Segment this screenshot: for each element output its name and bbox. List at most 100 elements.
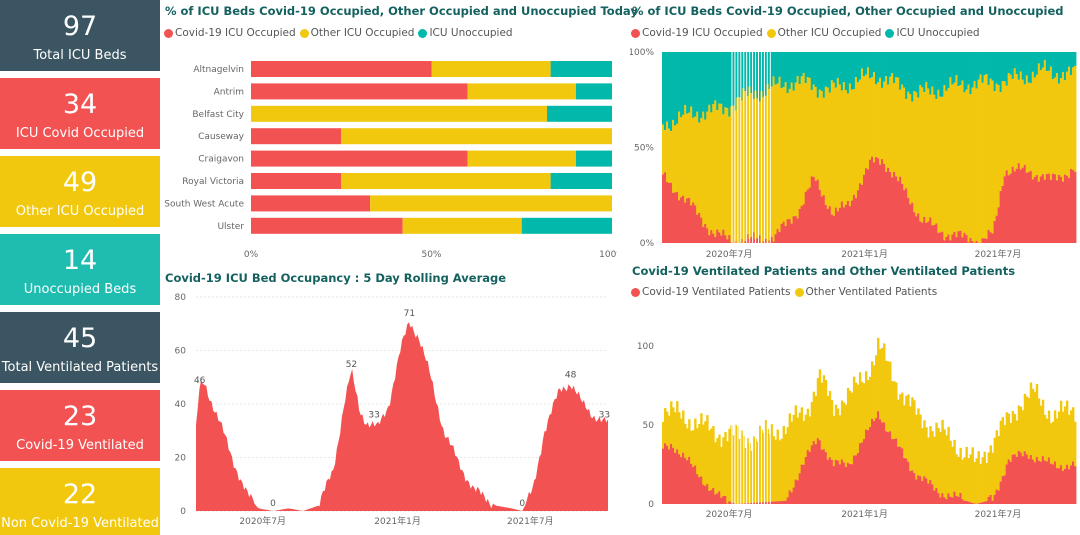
area-slice [929,217,932,243]
area-slice [676,123,679,192]
area-slice [752,436,755,503]
area-slice [838,84,842,208]
area-slice [1041,456,1045,504]
area-slice [684,104,687,203]
area-slice [740,238,743,243]
area-slice [1061,411,1065,471]
chart-rolling-average[interactable]: Covid-19 ICU Bed Occupancy : 5 Day Rolli… [162,268,617,535]
area-slice [971,502,974,504]
area-slice [869,52,872,79]
area-slice [776,52,779,84]
area-slice [782,52,785,88]
chart-hospitals-today[interactable]: % of ICU Beds Covid-19 Occupied, Other O… [162,0,638,265]
area-slice [1003,52,1007,82]
area-slice [828,92,832,207]
kpi-other-icu-occupied[interactable]: 49 Other ICU Occupied [0,156,160,227]
area-slice [991,500,995,504]
area-slice [885,76,888,172]
area-slice [1033,176,1037,243]
area-slice [1063,468,1067,504]
area-slice [895,77,898,177]
area-slice [953,52,956,83]
area-slice [1063,406,1067,469]
kpi-unoccupied-beds[interactable]: 14 Unoccupied Beds [0,234,160,305]
kpi-covid-ventilated[interactable]: 23 Covid-19 Ventilated [0,390,160,461]
area-slice [999,420,1003,482]
bar-segment [251,150,468,167]
area-slice [724,431,727,497]
area-slice [1051,464,1055,504]
kpi-value: 23 [62,401,98,432]
area-slice [1053,410,1057,462]
area-slice [1059,52,1063,79]
area-slice [929,52,932,95]
legend-item[interactable]: Covid-19 ICU Occupied [164,27,296,39]
area-slice [804,52,808,84]
kpi-icu-covid-occupied[interactable]: 34 ICU Covid Occupied [0,78,160,149]
area-slice [975,240,978,243]
area-slice [816,438,820,504]
area-slice [875,418,878,504]
area-slice [881,87,884,160]
area-slice [700,413,703,477]
area-slice [869,159,872,243]
area-slice [808,187,812,243]
legend-item[interactable]: Covid-19 ICU Occupied [631,27,763,39]
area-slice [907,461,910,504]
area-slice [684,457,687,504]
area-slice [718,103,721,233]
area-slice [903,458,906,504]
area-slice [704,52,707,120]
kpi-total-ventilated[interactable]: 45 Total Ventilated Patients [0,312,160,383]
area-slice [985,238,988,243]
area-slice [1023,164,1027,243]
legend-item[interactable]: ICU Unoccupied [418,27,513,39]
chart-ventilated[interactable]: Covid-19 Ventilated Patients and Other V… [630,260,1080,535]
area-slice [973,81,976,243]
area-slice [668,182,671,243]
area-slice [724,52,727,108]
area-slice [752,99,755,233]
area-slice [840,459,844,504]
area-slice [1043,179,1047,243]
area-slice [1057,411,1061,469]
area-slice [923,420,926,477]
chart-icu-history[interactable]: % of ICU Beds Covid-19 Occupied, Other O… [630,0,1080,265]
kpi-label: Covid-19 Ventilated [16,438,144,453]
area-slice [1031,179,1035,243]
area-slice [893,381,896,439]
area-slice [933,225,936,243]
area-slice [1059,465,1063,504]
area-slice [1039,461,1043,504]
kpi-non-covid-ventilated[interactable]: 22 Non Covid-19 Ventilated [0,468,160,535]
legend-item[interactable]: Other ICU Occupied [299,27,414,39]
legend-dot [164,28,173,38]
area-slice [1015,420,1019,457]
x-tick-label: 0% [244,250,259,260]
area-slice [967,458,970,502]
area-slice [1071,52,1075,68]
area-slice [963,457,966,501]
y-tick-label: 20 [175,454,187,464]
legend-item[interactable]: Other ICU Occupied [766,27,881,39]
area-slice [907,52,910,92]
area-slice [1015,168,1019,243]
kpi-total-icu-beds[interactable]: 97 Total ICU Beds [0,0,160,71]
area-slice [945,237,948,243]
area-slice [945,499,948,504]
legend-item[interactable]: Other Ventilated Patients [794,286,937,298]
area-slice [802,464,806,504]
area-slice [949,77,952,241]
legend-dot [794,287,804,297]
area-slice [915,216,918,243]
area-slice [698,122,701,213]
area-slice [776,501,779,504]
area-slice [708,52,711,105]
legend-item[interactable]: ICU Unoccupied [885,27,980,39]
legend-item[interactable]: Covid-19 Ventilated Patients [631,286,791,298]
area-slice [832,215,836,243]
area-slice [816,378,820,439]
bar-segment [575,150,612,167]
area-slice [682,410,685,453]
area-slice [927,52,930,89]
